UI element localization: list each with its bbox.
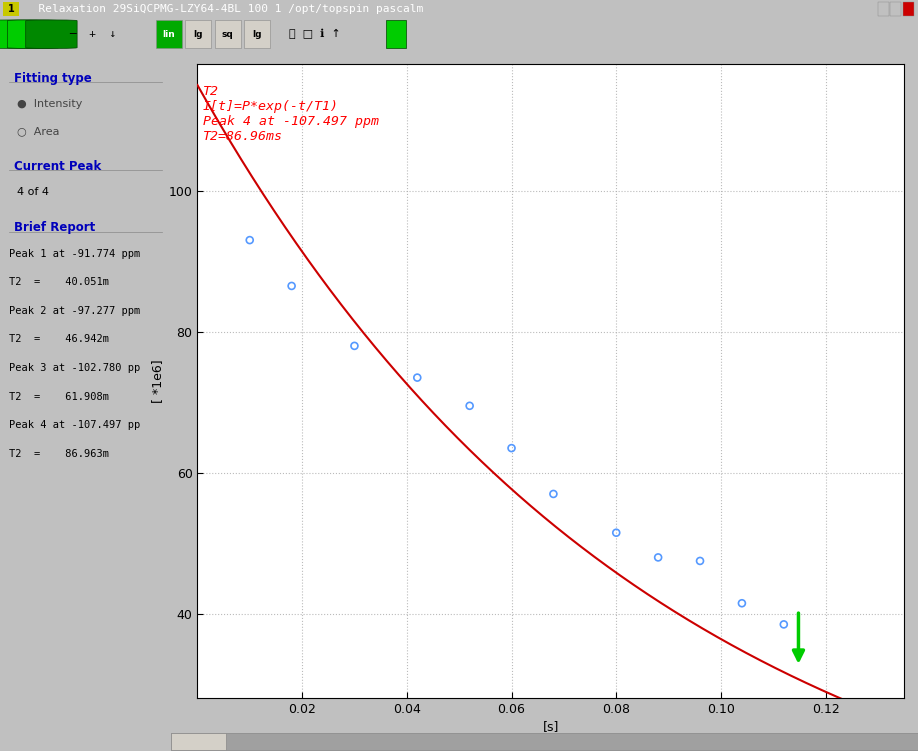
FancyBboxPatch shape [215, 20, 241, 48]
FancyBboxPatch shape [7, 20, 59, 48]
Point [609, 526, 623, 538]
FancyBboxPatch shape [156, 20, 182, 48]
Text: 🖨  □  ℹ  ↑: 🖨 □ ℹ ↑ [289, 29, 341, 39]
Bar [171, 733, 918, 750]
Text: Relaxation 29SiQCPMG-LZY64-4BL 100 1 /opt/topspin pascalm: Relaxation 29SiQCPMG-LZY64-4BL 100 1 /op… [25, 4, 423, 14]
Text: ─  +  ↓: ─ + ↓ [69, 29, 116, 39]
Text: ○  Area: ○ Area [17, 126, 60, 136]
FancyBboxPatch shape [903, 2, 914, 16]
Point [285, 280, 299, 292]
Point [734, 597, 749, 609]
Text: lg: lg [252, 30, 262, 38]
Text: Brief Report: Brief Report [14, 222, 95, 234]
Text: T2  =    46.942m: T2 = 46.942m [8, 334, 108, 345]
Text: ●  Intensity: ● Intensity [17, 98, 83, 109]
Text: sq: sq [222, 30, 233, 38]
Y-axis label: [ *1e6]: [ *1e6] [151, 359, 164, 403]
Text: 1: 1 [7, 4, 15, 14]
Point [651, 551, 666, 563]
Point [504, 442, 519, 454]
Text: Fitting type: Fitting type [14, 71, 92, 85]
FancyBboxPatch shape [3, 2, 19, 16]
Point [693, 555, 708, 567]
FancyBboxPatch shape [244, 20, 270, 48]
Text: lin: lin [162, 30, 175, 38]
Text: Current Peak: Current Peak [14, 160, 101, 173]
Bar [171, 733, 226, 750]
FancyBboxPatch shape [890, 2, 901, 16]
Text: T2  =    40.051m: T2 = 40.051m [8, 277, 108, 287]
Point [347, 340, 362, 352]
Text: T2  =    61.908m: T2 = 61.908m [8, 392, 108, 402]
Text: Peak 2 at -97.277 ppm: Peak 2 at -97.277 ppm [8, 306, 140, 316]
FancyBboxPatch shape [878, 2, 889, 16]
Text: Peak 4 at -107.497 pp: Peak 4 at -107.497 pp [8, 421, 140, 430]
FancyBboxPatch shape [26, 20, 77, 48]
FancyBboxPatch shape [0, 20, 40, 48]
Text: 4 of 4: 4 of 4 [17, 187, 49, 198]
Point [410, 372, 425, 384]
FancyBboxPatch shape [386, 20, 406, 48]
FancyBboxPatch shape [185, 20, 211, 48]
Point [242, 234, 257, 246]
Text: Peak 3 at -102.780 pp: Peak 3 at -102.780 pp [8, 363, 140, 373]
Text: Peak 1 at -91.774 ppm: Peak 1 at -91.774 ppm [8, 249, 140, 258]
X-axis label: [s]: [s] [543, 720, 559, 734]
Text: T2
I[t]=P*exp(-t/T1)
Peak 4 at -107.497 ppm
T2=86.96ms: T2 I[t]=P*exp(-t/T1) Peak 4 at -107.497 … [203, 85, 378, 143]
Point [546, 488, 561, 500]
Text: T2  =    86.963m: T2 = 86.963m [8, 449, 108, 459]
Point [777, 618, 791, 630]
Text: lg: lg [194, 30, 203, 38]
Point [463, 400, 477, 412]
